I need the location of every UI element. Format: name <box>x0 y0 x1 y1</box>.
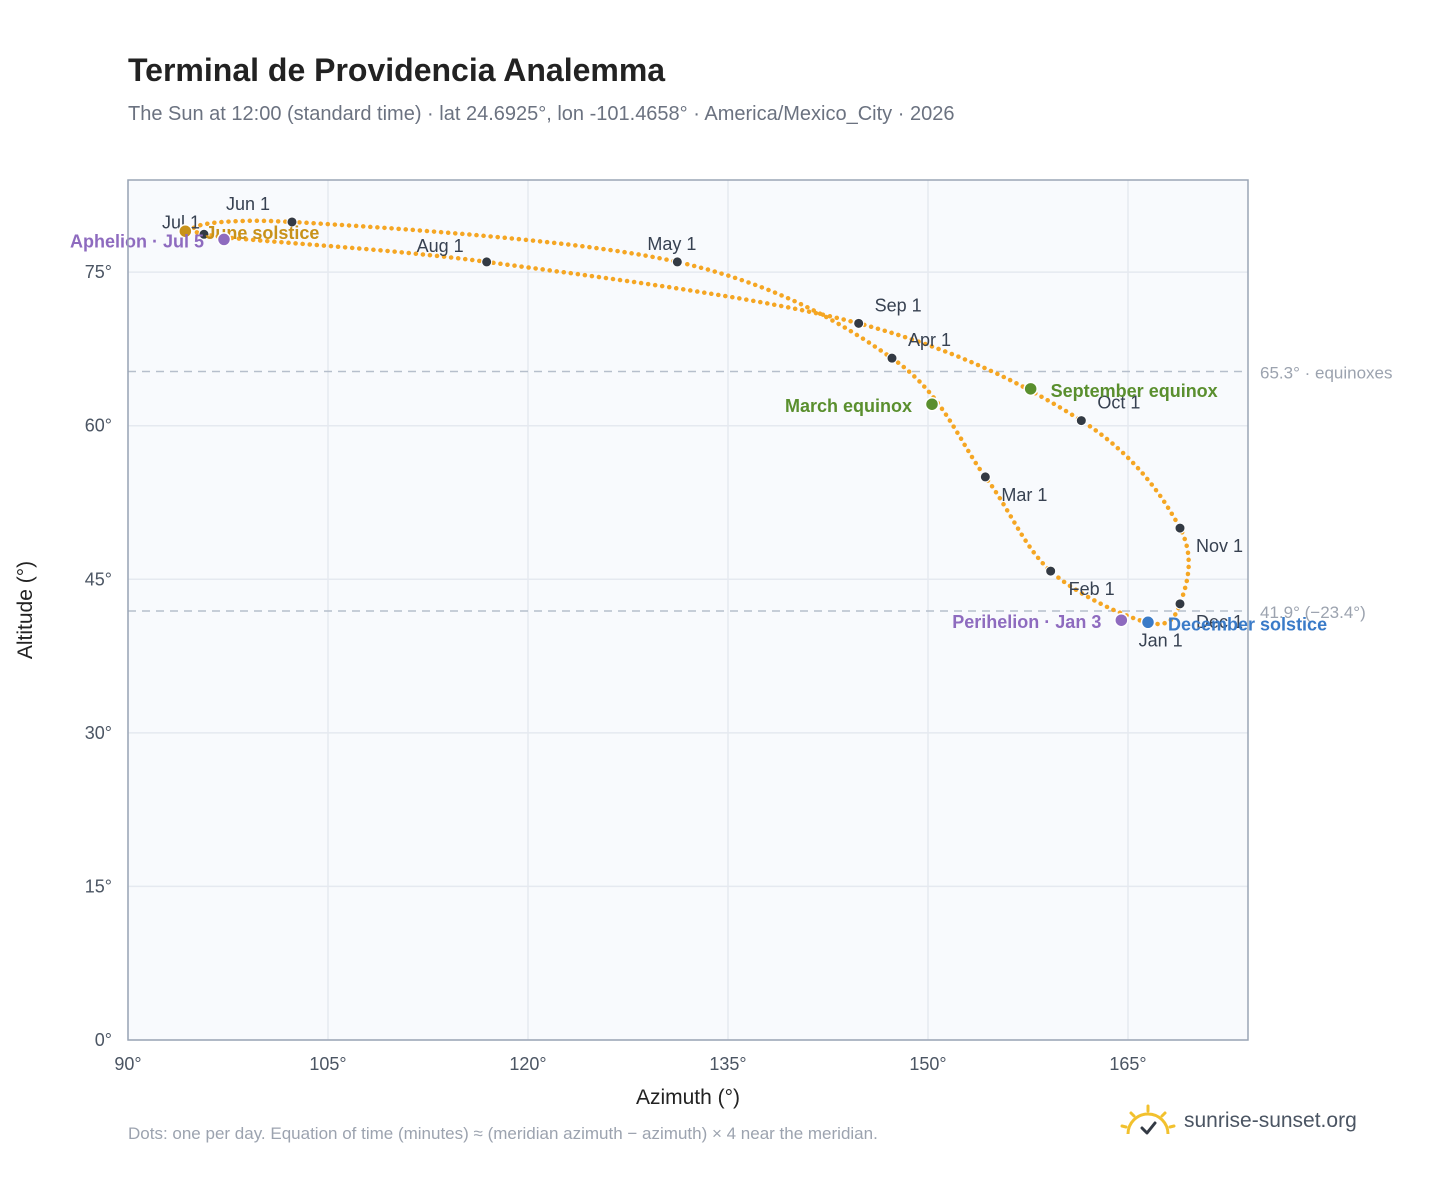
month-label: Dec 1 <box>1196 612 1243 632</box>
footnote: Dots: one per day. Equation of time (min… <box>128 1124 878 1143</box>
event-marker <box>1140 615 1156 630</box>
month-label: Aug 1 <box>417 236 464 256</box>
month-label: May 1 <box>647 234 696 254</box>
x-tick-label: 90° <box>114 1054 141 1074</box>
event-label: Perihelion · Jan 3 <box>952 612 1101 632</box>
month-label: Apr 1 <box>908 330 951 350</box>
event-marker <box>1023 381 1038 397</box>
month-marker <box>1045 565 1057 577</box>
axis-ticks: 90° 105° 120° 135° 150° 165° 0° 15° 30° 45° 60° 75° <box>85 262 1147 1074</box>
y-tick-label: 0° <box>95 1030 112 1050</box>
chart-subtitle: The Sun at 12:00 (standard time) · lat 2… <box>128 103 955 125</box>
month-marker <box>1075 415 1087 427</box>
event-label: March equinox <box>785 396 912 416</box>
month-label: Jun 1 <box>226 194 270 214</box>
x-tick-label: 105° <box>309 1054 346 1074</box>
x-axis-title: Azimuth (°) <box>636 1086 740 1109</box>
y-tick-label: 15° <box>85 876 112 896</box>
month-label: Jan 1 <box>1139 630 1183 650</box>
month-label: Mar 1 <box>1001 485 1047 505</box>
x-tick-label: 165° <box>1109 1054 1146 1074</box>
y-tick-label: 75° <box>85 262 112 282</box>
reference-line-label: 41.9° (−23.4°) <box>1260 603 1366 622</box>
month-label: Sep 1 <box>875 295 922 315</box>
event-label: Aphelion · Jul 5 <box>70 231 204 251</box>
month-marker <box>886 352 898 364</box>
event-marker <box>178 223 193 239</box>
chart-title: Terminal de Providencia Analemma <box>128 52 666 88</box>
month-label: Feb 1 <box>1069 579 1115 599</box>
event-marker <box>216 232 232 247</box>
sun-check-icon <box>1120 1104 1176 1135</box>
month-marker <box>286 216 298 228</box>
event-marker <box>1114 612 1129 628</box>
x-tick-label: 120° <box>509 1054 546 1074</box>
month-marker <box>853 317 865 329</box>
event-label: June solstice <box>205 223 319 243</box>
plot-frame <box>127 179 1249 1041</box>
reference-lines: 65.3° · equinoxes 41.9° (−23.4°) <box>128 363 1393 622</box>
brand-name: sunrise-sunset.org <box>1184 1109 1357 1132</box>
month-label: Oct 1 <box>1097 393 1140 413</box>
y-tick-label: 60° <box>85 416 112 436</box>
month-label: Nov 1 <box>1196 536 1243 556</box>
month-marker <box>1174 598 1186 610</box>
plot-background <box>128 180 1248 1040</box>
month-marker <box>1174 522 1186 534</box>
x-tick-label: 135° <box>709 1054 746 1074</box>
reference-line-label: 65.3° · equinoxes <box>1260 363 1393 382</box>
y-tick-label: 30° <box>85 723 112 743</box>
brand[interactable]: sunrise-sunset.org <box>1120 1104 1357 1138</box>
month-marker <box>481 256 493 268</box>
month-marker <box>198 228 210 240</box>
month-marker <box>671 256 683 268</box>
event-label: September equinox <box>1051 381 1218 401</box>
month-marker <box>979 471 991 483</box>
y-axis-title: Altitude (°) <box>14 561 37 659</box>
y-tick-label: 45° <box>85 569 112 589</box>
event-marker <box>924 396 940 412</box>
x-tick-label: 150° <box>909 1054 946 1074</box>
